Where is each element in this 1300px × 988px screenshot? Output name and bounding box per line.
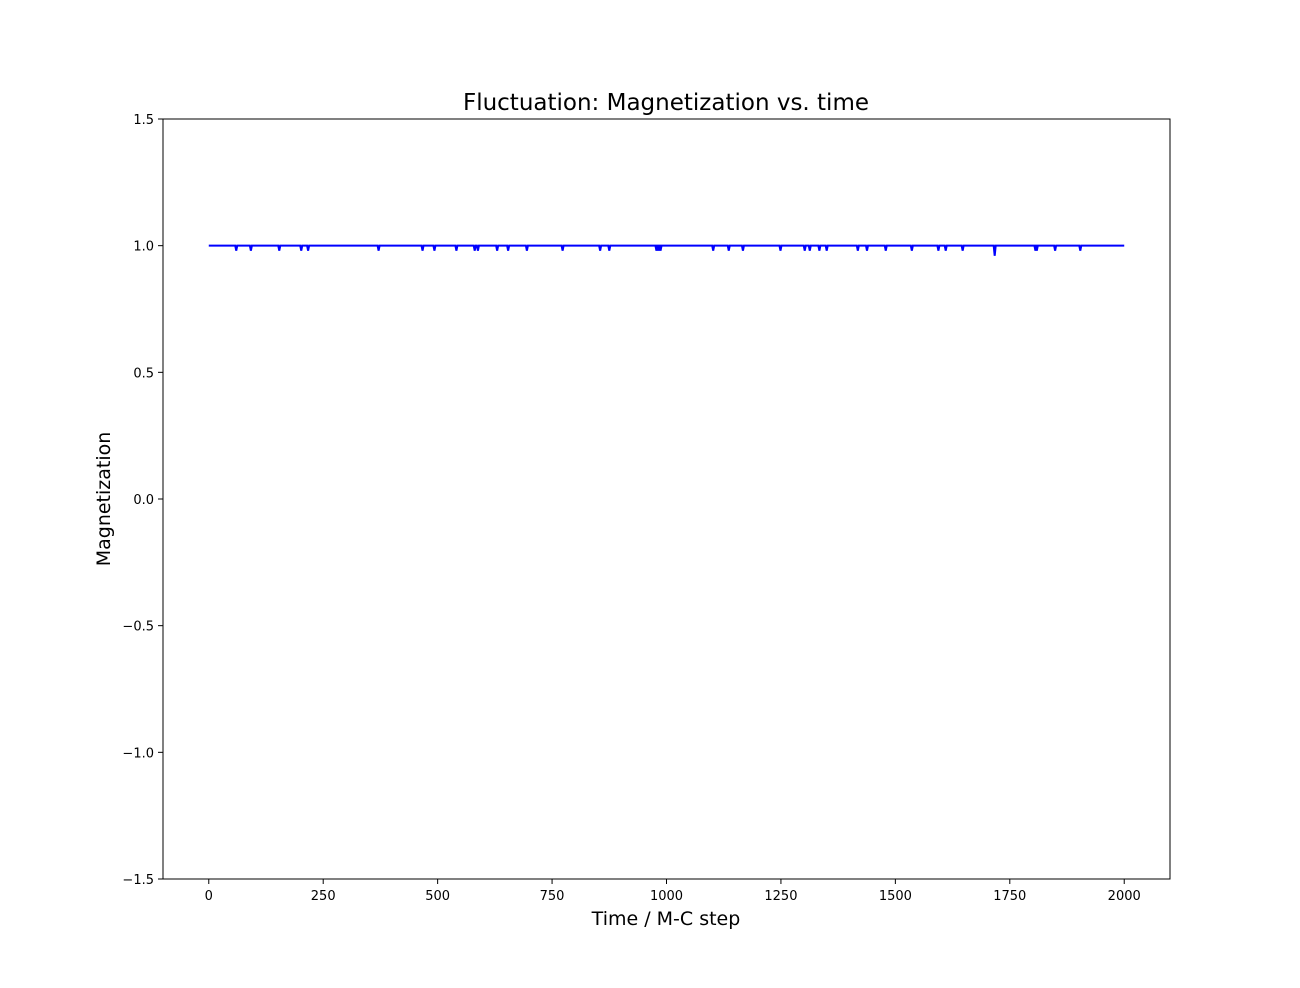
x-axis-label: Time / M-C step [591,908,741,930]
y-tick-label: 1.5 [133,113,154,128]
y-tick-label: −1.0 [122,746,154,761]
y-tick-label: 1.0 [133,240,154,255]
x-tick-label: 1750 [993,889,1026,904]
x-tick-label: 2000 [1108,889,1141,904]
y-tick-label: −1.5 [122,873,154,888]
x-axis: 0 250 500 750 1000 1250 1500 1750 2000 [205,879,1141,904]
x-tick-label: 1000 [650,889,683,904]
x-tick-label: 1500 [879,889,912,904]
x-tick-label: 250 [311,889,336,904]
x-tick-label: 1250 [764,889,797,904]
y-axis-label: Magnetization [93,432,115,567]
x-tick-label: 500 [425,889,450,904]
y-tick-label: 0.0 [133,493,154,508]
y-tick-label: −0.5 [122,620,154,635]
chart-title: Fluctuation: Magnetization vs. time [463,90,869,116]
x-tick-label: 0 [205,889,213,904]
y-axis: −1.5 −1.0 −0.5 0.0 0.5 1.0 1.5 [122,113,163,888]
magnetization-series-line [208,244,1125,256]
x-tick-label: 750 [540,889,565,904]
y-tick-label: 0.5 [133,366,154,381]
